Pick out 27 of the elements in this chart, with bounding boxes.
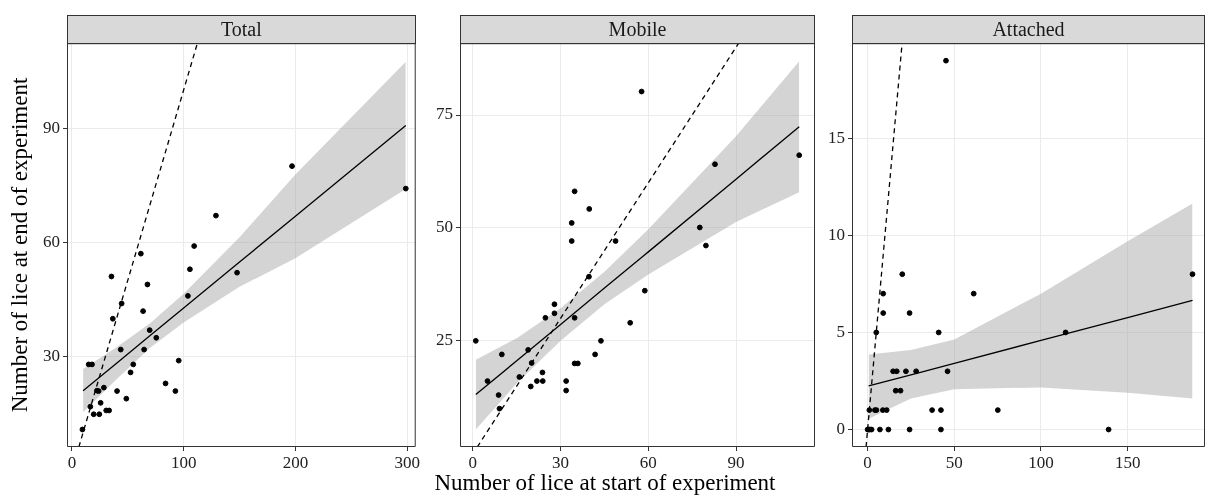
chart-title: Total (67, 15, 416, 45)
y-tick-label: 90 (43, 117, 60, 137)
y-tick-label: 75 (436, 104, 453, 124)
y-tick-label: 0 (836, 419, 845, 438)
chart-title: Mobile (460, 15, 815, 45)
x-tick-label: 30 (552, 452, 570, 472)
x-tick-label: 0 (863, 452, 872, 472)
x-tick-label: 200 (282, 452, 309, 472)
y-tick-label: 10 (828, 224, 845, 244)
chart-title: Attached (852, 15, 1205, 45)
x-tick-label: 50 (945, 452, 963, 472)
x-tick-label: 60 (639, 452, 657, 472)
x-tick-label: 0 (468, 452, 478, 472)
y-axis-title: Number of lice at end of experiment (7, 77, 33, 413)
x-tick-label: 0 (67, 452, 77, 472)
y-tick-label: 15 (828, 127, 845, 147)
x-tick-label: 300 (394, 452, 420, 472)
y-tick-label: 50 (436, 217, 453, 237)
x-axis-title: Number of lice at start of experiment (434, 470, 776, 496)
x-tick-label: 90 (727, 452, 745, 472)
x-tick-label: 150 (1114, 452, 1141, 472)
x-tick-label: 100 (1028, 452, 1054, 472)
y-tick-label: 30 (43, 345, 60, 365)
y-tick-label: 25 (436, 330, 453, 350)
x-tick-label: 100 (170, 452, 197, 472)
y-tick-label: 60 (43, 231, 60, 251)
y-tick-label: 5 (836, 321, 845, 341)
